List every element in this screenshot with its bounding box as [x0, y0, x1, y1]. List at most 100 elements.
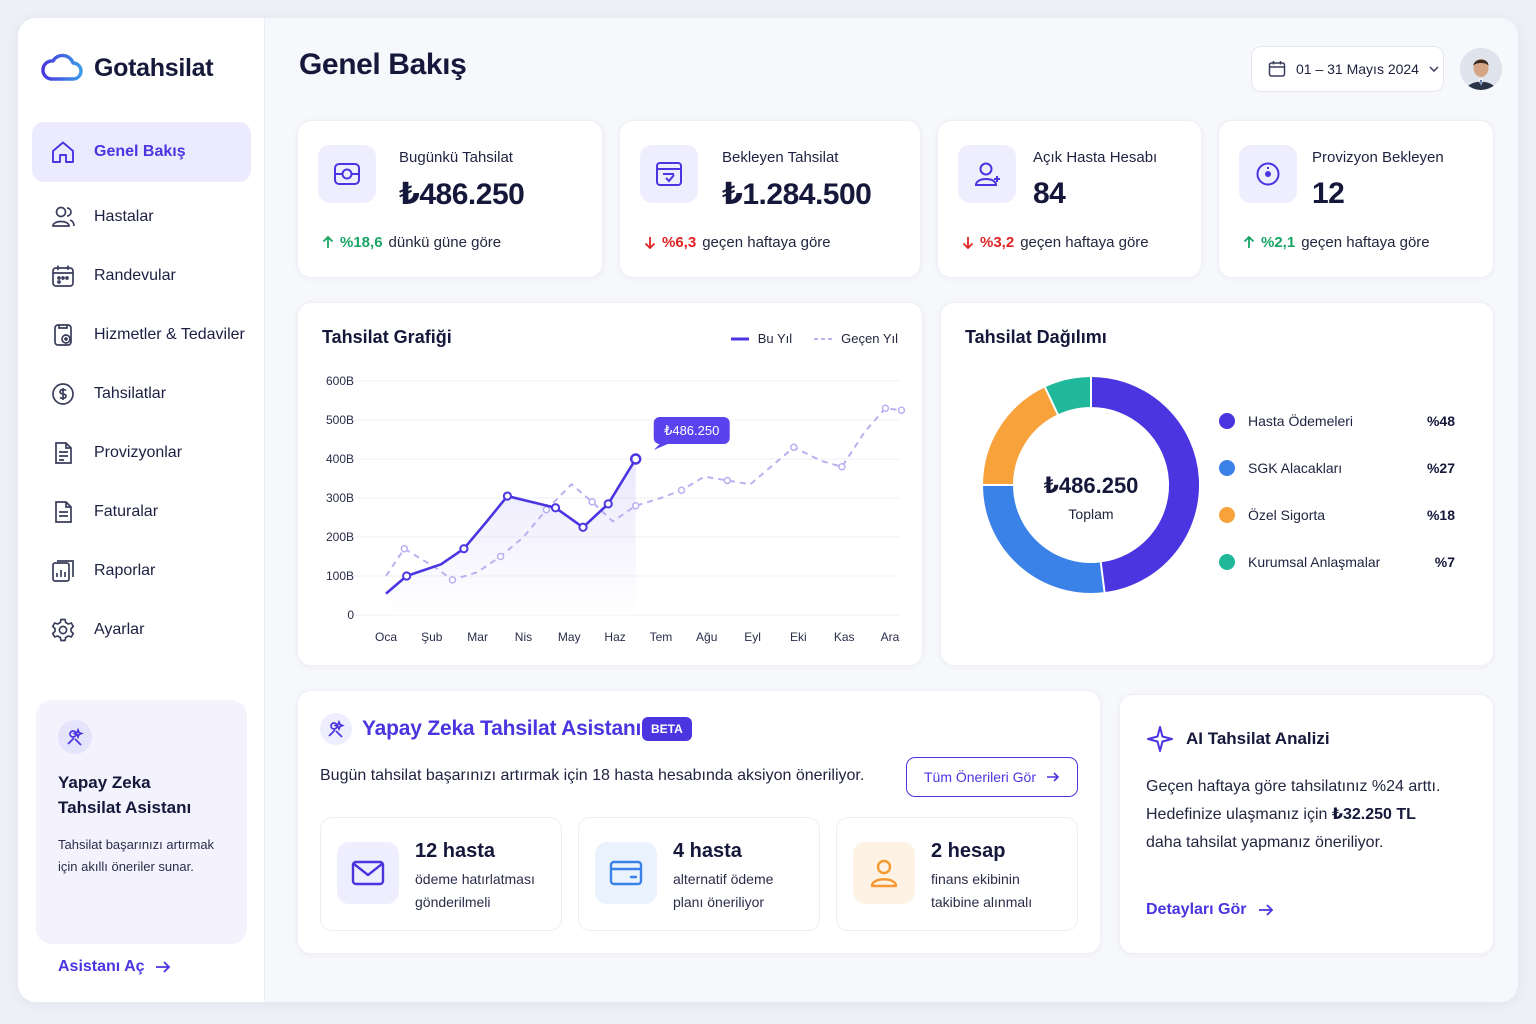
point-last-year [542, 505, 551, 514]
recommendation-card-finance-team[interactable]: 2 hesap finans ekibinin takibine alınmal… [836, 817, 1078, 931]
legend-row-kurumsal[interactable]: Kurumsal Anlaşmalar %7 [1219, 554, 1455, 570]
sidebar-item-faturalar[interactable]: Faturalar [32, 482, 251, 542]
recommendation-card-reminder[interactable]: 12 hasta ödeme hatırlatması gönderilmeli [320, 817, 562, 931]
kpi-card-acik-hasta-hesabi[interactable]: Açık Hasta Hesabı 84 %3,2 geçen haftaya … [937, 120, 1202, 278]
y-tick-label: 500B [326, 413, 354, 427]
point-last-year [588, 498, 596, 506]
kpi-value: 84 [1033, 177, 1066, 210]
tooltip-pointer [653, 444, 668, 450]
legend-dot [1219, 460, 1235, 476]
person-icon [853, 842, 915, 904]
x-tick-label: Ara [881, 630, 900, 644]
document-icon [55, 442, 72, 464]
y-tick-label: 600B [326, 374, 354, 388]
sidebar: Gotahsilat Genel Bakış Hastalar Randevul… [18, 18, 265, 1002]
line-chart[interactable]: 0 100B 200B 300B 400B 500B 600B Oca Şub Mar Nis May… [298, 303, 924, 667]
date-range-picker[interactable]: 01 – 31 Mayıs 2024 [1251, 46, 1444, 92]
y-tick-label: 100B [326, 569, 354, 583]
y-tick-label: 300B [326, 491, 354, 505]
x-tick-label: Haz [604, 630, 625, 644]
collection-chart-card: Tahsilat Grafiği Bu Yıl Geçen Yıl 0 100B 2… [297, 302, 923, 666]
sidebar-item-hastalar[interactable]: Hastalar [32, 187, 251, 247]
ai-analysis-card: AI Tahsilat Analizi Geçen haftaya göre t… [1119, 694, 1494, 954]
x-tick-label: Eyl [744, 630, 761, 644]
chart-title: Tahsilat Grafiği [322, 327, 452, 347]
point-last-year [496, 552, 505, 561]
logo[interactable]: Gotahsilat [40, 52, 214, 84]
kpi-card-bekleyen-tahsilat[interactable]: Bekleyen Tahsilat ₺1.284.500 %6,3 geçen … [619, 120, 921, 278]
kpi-icon-clock [1239, 145, 1297, 203]
kpi-value: ₺486.250 [399, 178, 525, 211]
donut-slice [983, 387, 1059, 486]
point-this-year [603, 499, 613, 509]
pending-invoice-icon [656, 162, 682, 186]
x-tick-label: May [558, 630, 581, 644]
donut-slice [983, 484, 1105, 593]
slice-separator [1043, 385, 1060, 416]
open-assistant-link[interactable]: Asistanı Aç [58, 958, 171, 976]
mail-icon [337, 842, 399, 904]
legend-row-sgk[interactable]: SGK Alacakları %27 [1219, 460, 1455, 476]
arrow-down-icon [962, 237, 974, 249]
sidebar-item-randevular[interactable]: Randevular [32, 246, 251, 306]
kpi-label: Açık Hasta Hesabı [1033, 149, 1158, 166]
page-title: Genel Bakış [299, 48, 467, 81]
cloud-logo-icon [41, 53, 83, 81]
kpi-card-provizyon-bekleyen[interactable]: Provizyon Bekleyen 12 %2,1 geçen haftaya… [1218, 120, 1494, 278]
x-tick-label: Tem [650, 630, 673, 644]
legend-item-this-year[interactable]: Bu Yıl [730, 331, 793, 346]
sidebar-item-genel-bakis[interactable]: Genel Bakış [32, 122, 251, 182]
recommendation-card-payment-plan[interactable]: 4 hasta alternatif ödeme planı öneriliyo… [578, 817, 820, 931]
y-tick-label: 200B [326, 530, 354, 544]
legend-dot [1219, 413, 1235, 429]
legend-item-last-year[interactable]: Geçen Yıl [814, 331, 898, 346]
kpi-icon-receipt [640, 145, 698, 203]
distribution-title: Tahsilat Dağılımı [965, 327, 1107, 347]
kpi-value: ₺1.284.500 [722, 178, 872, 211]
ai-analysis-text: Geçen haftaya göre tahsilatınız %24 artt… [1146, 778, 1441, 851]
kpi-label: Bekleyen Tahsilat [722, 149, 839, 166]
highlight-point [630, 453, 642, 465]
point-this-year [502, 491, 513, 501]
kpi-label: Provizyon Bekleyen [1312, 149, 1444, 166]
point-last-year [677, 486, 686, 494]
user-avatar[interactable] [1460, 48, 1502, 90]
legend-row-ozel-sigorta[interactable]: Özel Sigorta %18 [1219, 507, 1455, 523]
wallet-icon [334, 163, 360, 185]
donut-slice [1090, 377, 1200, 593]
assistant-promo-card: Yapay Zeka Tahsilat Asistanı Tahsilat ba… [36, 700, 247, 944]
sidebar-item-label: Faturalar [94, 503, 159, 520]
kpi-delta: %18,6 dünkü güne göre [322, 234, 501, 251]
kpi-delta: %6,3 geçen haftaya göre [644, 234, 831, 251]
all-recommendations-button[interactable]: Tüm Önerileri Gör [906, 757, 1078, 797]
date-range-value: 01 – 31 Mayıs 2024 [1296, 61, 1419, 77]
point-this-year [578, 522, 588, 532]
legend-row-hasta-odemeleri[interactable]: Hasta Ödemeleri %48 [1219, 413, 1455, 429]
sidebar-item-raporlar[interactable]: Raporlar [32, 541, 251, 601]
app-name: Gotahsilat [94, 53, 214, 82]
x-tick-label: Nis [515, 630, 532, 644]
sidebar-item-ayarlar[interactable]: Ayarlar [32, 600, 251, 660]
invoice-icon [55, 501, 72, 523]
y-tick-label: 400B [326, 452, 354, 466]
kpi-delta: %3,2 geçen haftaya göre [962, 234, 1149, 251]
sidebar-item-tahsilatlar[interactable]: Tahsilatlar [32, 364, 251, 424]
recommendation-title: 12 hasta [415, 840, 496, 862]
donut-center-value: ₺486.250 [1044, 473, 1139, 498]
sidebar-item-label: Hastalar [94, 208, 154, 225]
kpi-card-bugunku-tahsilat[interactable]: Bugünkü Tahsilat ₺486.250 %18,6 dünkü gü… [297, 120, 603, 278]
sidebar-item-hizmetler[interactable]: Hizmetler & Tedaviler [32, 305, 251, 365]
recommendation-description: ödeme hatırlatması gönderilmeli [415, 871, 535, 910]
point-last-year [790, 443, 798, 452]
arrow-right-icon [1047, 772, 1060, 782]
donut-slice [1045, 377, 1092, 415]
legend-dot [1219, 554, 1235, 570]
ai-analysis-title: AI Tahsilat Analizi [1186, 729, 1330, 748]
point-last-year [400, 544, 409, 553]
point-last-year [897, 406, 906, 414]
sidebar-item-label: Hizmetler & Tedaviler [94, 326, 245, 343]
sidebar-item-provizyonlar[interactable]: Provizyonlar [32, 423, 251, 483]
view-details-link[interactable]: Detayları Gör [1146, 901, 1274, 919]
ai-assistant-subtitle: Bugün tahsilat başarınızı artırmak için … [320, 767, 865, 784]
donut-chart[interactable]: ₺486.250 Toplam [957, 371, 1217, 631]
